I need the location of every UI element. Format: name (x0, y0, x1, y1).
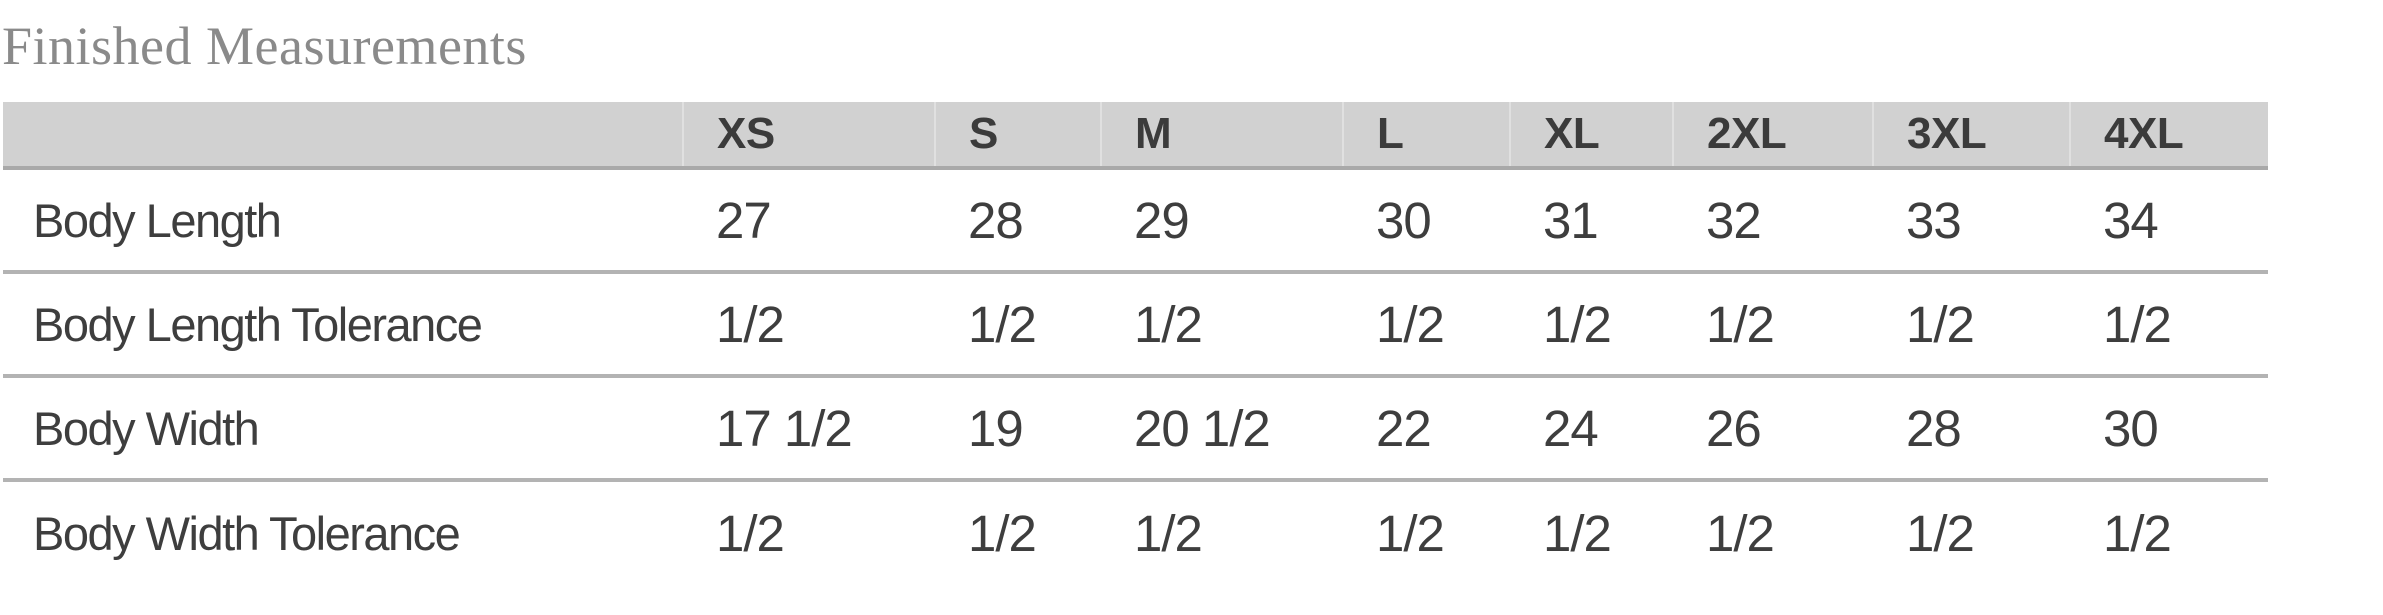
measurement-cell: 17 1/2 (683, 376, 935, 482)
page-title: Finished Measurements (2, 16, 527, 76)
table-row: Body Width Tolerance 1/2 1/2 1/2 1/2 1/2 1/2 1/… (3, 480, 2268, 584)
measurement-cell: 1/2 (1543, 504, 1612, 562)
measurement-cell: 1/2 (1706, 504, 1775, 562)
column-header-l: L (1342, 102, 1510, 170)
column-header-3xl: 3XL (1872, 102, 2070, 170)
measurement-cell: 1/2 (716, 504, 785, 562)
table-row: Body Width 17 1/2 19 20 1/2 22 24 26 28 30 (3, 376, 2268, 482)
measurement-cell: 1/2 (1510, 272, 1673, 378)
measurement-cell: 1/2 (1376, 504, 1445, 562)
measurement-cell: 1/2 (683, 272, 935, 378)
measurement-cell: 1/2 (1906, 504, 1975, 562)
measurement-cell: 28 (1873, 376, 2070, 482)
row-label: Body Length Tolerance (3, 272, 683, 378)
measurement-cell: 20 1/2 (1101, 376, 1343, 482)
column-header-xs: XS (682, 102, 935, 170)
measurement-cell: 1/2 (1343, 272, 1510, 378)
measurement-cell: 30 (1343, 168, 1510, 274)
measurement-cell: 24 (1510, 376, 1673, 482)
column-header-2xl: 2XL (1672, 102, 1873, 170)
measurement-cell: 1/2 (935, 272, 1101, 378)
measurement-cell: 34 (2070, 168, 2268, 274)
measurement-cell: 1/2 (2070, 272, 2268, 378)
measurement-cell: 27 (683, 168, 935, 274)
finished-measurements-table: XS S M L XL 2XL 3XL 4XL Body Length 27 28 29 30 31 32… (3, 102, 2268, 584)
column-header-s: S (934, 102, 1101, 170)
measurement-cell: 22 (1343, 376, 1510, 482)
measurement-cell: 19 (935, 376, 1101, 482)
measurement-cell: 1/2 (1134, 504, 1203, 562)
column-header-4xl: 4XL (2069, 102, 2268, 170)
column-header-blank (3, 102, 683, 170)
measurement-cell: 1/2 (1873, 272, 2070, 378)
measurement-cell: 1/2 (1673, 272, 1873, 378)
measurement-cell: 28 (935, 168, 1101, 274)
measurement-cell: 30 (2070, 376, 2268, 482)
column-header-xl: XL (1509, 102, 1673, 170)
row-label: Body Width (3, 376, 683, 482)
table-row: Body Length 27 28 29 30 31 32 33 34 (3, 168, 2268, 274)
measurement-cell: 29 (1101, 168, 1343, 274)
measurement-cell: 26 (1673, 376, 1873, 482)
measurement-cell: 33 (1873, 168, 2070, 274)
header-row: XS S M L XL 2XL 3XL 4XL (3, 102, 2268, 170)
row-label: Body Width Tolerance (33, 506, 461, 560)
measurement-cell: 31 (1510, 168, 1673, 274)
measurement-cell: 1/2 (2103, 504, 2172, 562)
column-header-m: M (1100, 102, 1343, 170)
table-body: Body Length 27 28 29 30 31 32 33 34 Body Length T… (3, 168, 2268, 584)
row-label: Body Length (3, 168, 683, 274)
measurement-cell: 1/2 (968, 504, 1037, 562)
table-row: Body Length Tolerance 1/2 1/2 1/2 1/2 1/2 1/2 1… (3, 272, 2268, 378)
measurement-cell: 1/2 (1101, 272, 1343, 378)
measurement-cell: 32 (1673, 168, 1873, 274)
